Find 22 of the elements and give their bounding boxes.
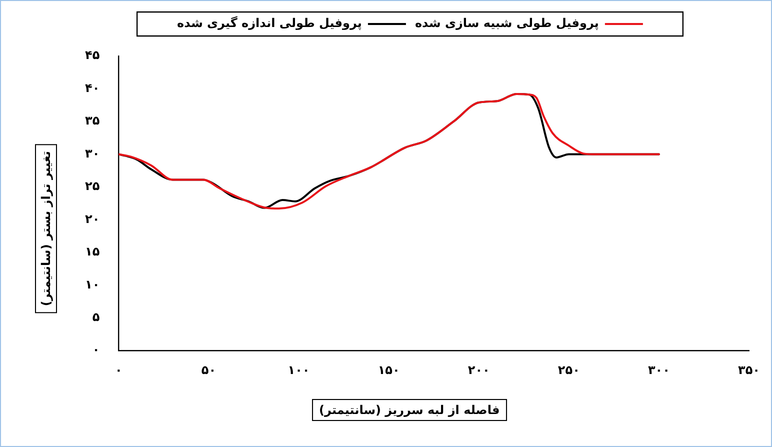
x-tick-label: ۵۰ (201, 362, 216, 377)
y-tick-label: ۴۰ (84, 80, 100, 95)
x-tick-label: ۰ (114, 362, 122, 377)
x-tick-label: ۲۵۰ (558, 362, 580, 377)
x-tick-label: ۱۰۰ (288, 362, 310, 377)
y-tick-label: ۳۰ (84, 146, 100, 160)
y-tick-label: ۲۵ (84, 179, 100, 194)
y-tick-label: ۲۰ (84, 212, 100, 226)
y-axis-title: تغییر تراز بستر (سانتیمتر) (35, 144, 57, 314)
y-tick-label: ۵ (92, 310, 100, 324)
x-tick-label: ۱۵۰ (378, 362, 400, 377)
x-tick-label: ۳۵۰ (738, 362, 760, 377)
y-tick-label: ۴۵ (84, 48, 100, 62)
y-tick-label: ۳۵ (84, 114, 100, 128)
legend-label: پروفیل طولی اندازه گیری شده (177, 16, 362, 30)
y-tick-label: ۱۰ (84, 277, 100, 292)
y-tick-label: ۱۵ (84, 244, 100, 259)
x-tick-label: ۲۰۰ (468, 362, 490, 377)
x-axis-title: فاصله از لبه سرریز (سانتیمتر) (312, 399, 507, 421)
y-tick-label: ۰ (92, 342, 100, 357)
legend-label: پروفیل طولی شبیه سازی شده (414, 16, 599, 30)
x-tick-label: ۳۰۰ (648, 362, 670, 377)
